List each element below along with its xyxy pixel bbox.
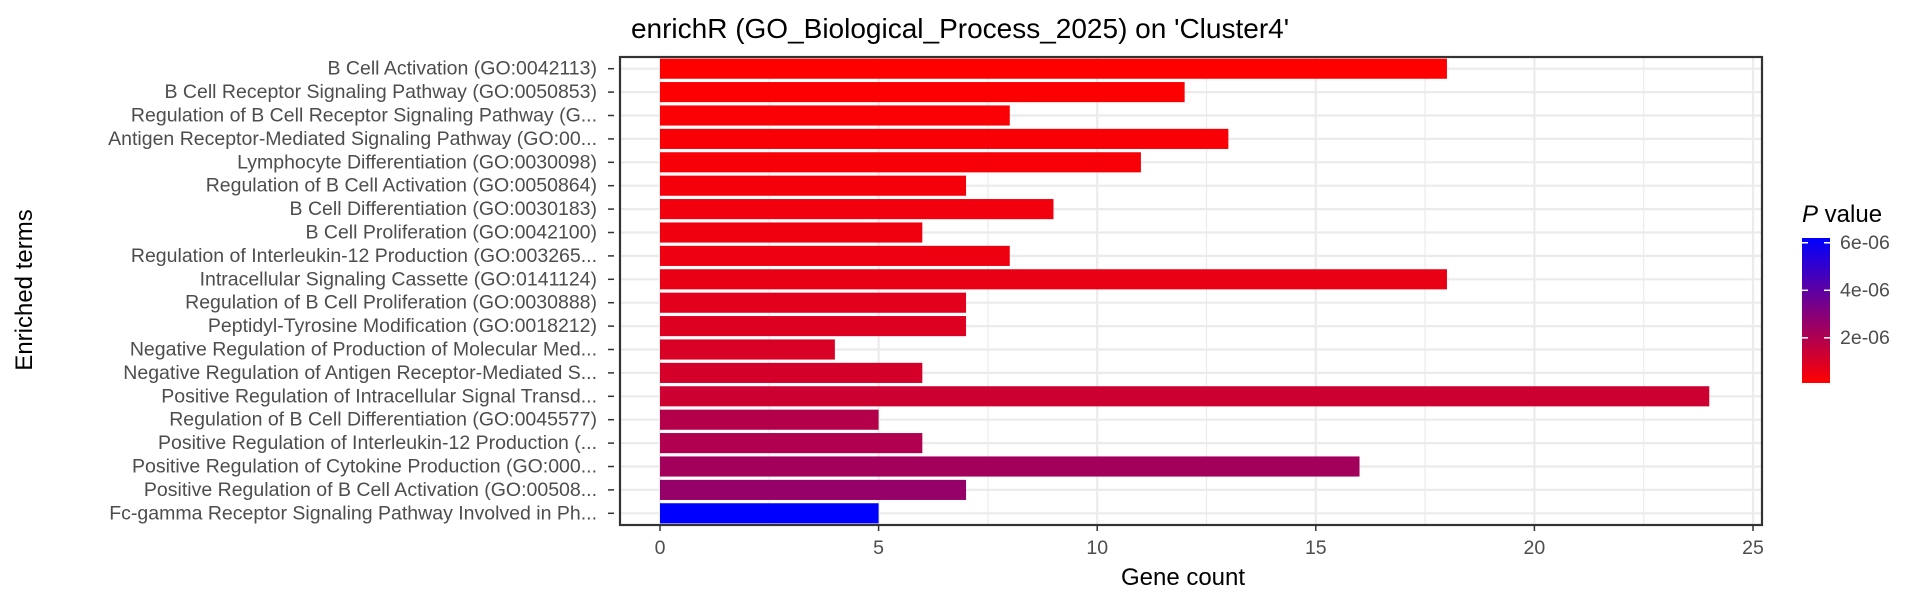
- bars: [660, 58, 1710, 524]
- y-tick-label: B Cell Differentiation (GO:0030183): [290, 198, 597, 220]
- x-tick-label: 15: [1305, 537, 1327, 559]
- legend-tick-label: 4e-06: [1840, 279, 1890, 301]
- legend: P value 6e-06 4e-06 2e-06: [1802, 201, 1890, 383]
- y-tick-label: Antigen Receptor-Mediated Signaling Path…: [108, 128, 597, 150]
- bar: [660, 82, 1185, 103]
- x-tick-label: 20: [1524, 537, 1546, 559]
- x-tick-label: 25: [1742, 537, 1764, 559]
- x-axis-label: Gene count: [1121, 564, 1245, 591]
- legend-title: P value: [1802, 201, 1882, 228]
- bar: [660, 175, 967, 196]
- bar: [660, 58, 1447, 79]
- bar: [660, 105, 1010, 126]
- y-tick-label: Positive Regulation of Interleukin-12 Pr…: [158, 432, 597, 454]
- y-tick-label: Fc-gamma Receptor Signaling Pathway Invo…: [109, 502, 597, 524]
- y-tick-label: B Cell Proliferation (GO:0042100): [305, 222, 597, 244]
- legend-tick-label: 2e-06: [1840, 327, 1890, 349]
- legend-colorbar: [1802, 238, 1830, 383]
- y-tick-label: Positive Regulation of B Cell Activation…: [144, 479, 597, 501]
- legend-title-rest: value: [1818, 201, 1882, 228]
- bar: [660, 316, 967, 337]
- y-tick-label: Regulation of B Cell Differentiation (GO…: [169, 409, 597, 431]
- y-tick-label: Positive Regulation of Cytokine Producti…: [132, 456, 597, 478]
- y-tick-label: Regulation of B Cell Receptor Signaling …: [131, 105, 597, 127]
- panel-background: [620, 57, 1762, 525]
- y-tick-label: Negative Regulation of Production of Mol…: [130, 339, 597, 361]
- x-tick-labels: 0 5 10 15 20 25: [655, 525, 1764, 559]
- bar: [660, 222, 923, 243]
- legend-tick-label: 6e-06: [1840, 232, 1890, 254]
- y-tick-label: Intracellular Signaling Cassette (GO:014…: [200, 268, 597, 290]
- y-tick-labels: B Cell Activation (GO:0042113)B Cell Rec…: [108, 58, 614, 524]
- y-tick-label: Regulation of B Cell Activation (GO:0050…: [206, 175, 597, 197]
- x-tick-label: 10: [1086, 537, 1108, 559]
- bar: [660, 292, 967, 313]
- bar: [660, 128, 1229, 149]
- bar: [660, 362, 923, 383]
- bar: [660, 339, 835, 360]
- y-axis-label: Enriched terms: [11, 209, 38, 370]
- y-tick-label: Positive Regulation of Intracellular Sig…: [161, 385, 597, 407]
- bar: [660, 152, 1141, 173]
- bar: [660, 386, 1710, 407]
- legend-ticks: 6e-06 4e-06 2e-06: [1802, 232, 1890, 349]
- bar: [660, 269, 1447, 290]
- chart-title: enrichR (GO_Biological_Process_2025) on …: [631, 13, 1289, 44]
- x-tick-label: 5: [873, 537, 884, 559]
- legend-title-p: P: [1802, 201, 1818, 228]
- bar: [660, 456, 1360, 477]
- panel-border: [618, 55, 1764, 527]
- y-tick-label: Regulation of Interleukin-12 Production …: [131, 245, 597, 267]
- y-tick-label: Peptidyl-Tyrosine Modification (GO:00182…: [208, 315, 597, 337]
- plot-panel: [620, 57, 1762, 525]
- bar: [660, 479, 967, 500]
- y-tick-label: Regulation of B Cell Proliferation (GO:0…: [185, 292, 597, 314]
- y-tick-label: B Cell Activation (GO:0042113): [327, 58, 597, 80]
- x-tick-label: 0: [655, 537, 666, 559]
- bar: [660, 245, 1010, 266]
- plot-border: [618, 55, 1764, 527]
- bar: [660, 433, 923, 454]
- y-tick-label: B Cell Receptor Signaling Pathway (GO:00…: [165, 81, 598, 103]
- y-tick-label: Negative Regulation of Antigen Receptor-…: [123, 362, 597, 384]
- bar: [660, 199, 1054, 220]
- bar: [660, 503, 879, 524]
- y-tick-label: Lymphocyte Differentiation (GO:0030098): [237, 151, 597, 173]
- bar: [660, 409, 879, 430]
